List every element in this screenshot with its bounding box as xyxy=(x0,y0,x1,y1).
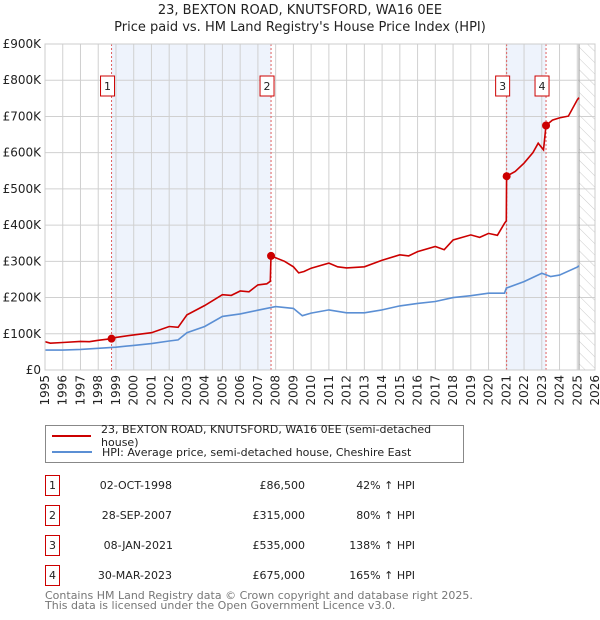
x-tick-label: 2007 xyxy=(251,375,265,406)
x-tick-label: 2014 xyxy=(375,375,389,406)
sale-hpi-change: 80% ↑ HPI xyxy=(356,509,415,522)
x-tick-label: 2018 xyxy=(446,375,460,406)
x-tick-label: 1998 xyxy=(91,375,105,406)
legend-item-property: 23, BEXTON ROAD, KNUTSFORD, WA16 0EE (se… xyxy=(52,423,463,449)
sale-number-label: 3 xyxy=(499,80,506,93)
x-tick-label: 2001 xyxy=(144,375,158,406)
sale-point xyxy=(502,172,511,181)
chart-title: 23, BEXTON ROAD, KNUTSFORD, WA16 0EE xyxy=(157,3,443,18)
chart-legend: 23, BEXTON ROAD, KNUTSFORD, WA16 0EE (se… xyxy=(45,423,464,463)
x-tick-label: 2023 xyxy=(535,375,549,406)
x-tick-label: 1996 xyxy=(56,375,70,406)
x-tick-label: 1995 xyxy=(38,375,52,406)
sale-point xyxy=(542,121,551,130)
x-tick-label: 2017 xyxy=(428,375,442,406)
plot-border xyxy=(44,43,596,371)
sale-number-badge: 4 xyxy=(45,565,60,586)
sale-number-badge: 3 xyxy=(45,535,60,556)
sale-date: 02-OCT-1998 xyxy=(99,479,172,492)
chart-subtitle: Price paid vs. HM Land Registry's House … xyxy=(114,20,486,35)
x-tick-label: 2010 xyxy=(304,375,318,406)
y-tick-label: £700K xyxy=(3,109,43,123)
sale-number-box xyxy=(534,75,550,97)
x-tick-label: 2022 xyxy=(517,375,531,406)
x-tick-label: 2006 xyxy=(233,375,247,406)
y-tick-label: £200K xyxy=(3,291,43,305)
x-tick-label: 2005 xyxy=(215,375,229,406)
sale-number-label: 2 xyxy=(264,80,271,93)
y-tick-label: £0 xyxy=(26,363,41,377)
x-tick-label: 2024 xyxy=(553,375,567,406)
x-tick-label: 2008 xyxy=(269,375,283,406)
licence-notice: This data is licensed under the Open Gov… xyxy=(45,599,396,612)
x-tick-label: 2000 xyxy=(127,375,141,406)
property-line-swatch xyxy=(52,435,92,437)
sale-date: 08-JAN-2021 xyxy=(103,539,173,552)
x-tick-label: 2004 xyxy=(198,375,212,406)
x-tick-label: 2011 xyxy=(322,375,336,406)
sale-hpi-change: 42% ↑ HPI xyxy=(356,479,415,492)
x-tick-label: 2003 xyxy=(180,375,194,406)
sale-number-box xyxy=(259,75,275,97)
hpi-line-swatch xyxy=(52,451,92,453)
x-tick-label: 2026 xyxy=(588,375,600,406)
sale-number-box xyxy=(495,75,511,97)
sale-hpi-change: 165% ↑ HPI xyxy=(349,569,415,582)
x-tick-label: 2016 xyxy=(411,375,425,406)
sale-price: £315,000 xyxy=(252,509,306,522)
sale-number-label: 4 xyxy=(539,80,546,93)
sale-number-badge: 2 xyxy=(45,505,60,526)
property-series-line xyxy=(44,97,580,345)
sale-number-label: 1 xyxy=(104,80,111,93)
x-tick-label: 2021 xyxy=(499,375,513,406)
y-tick-label: £300K xyxy=(3,254,43,268)
x-tick-label: 2002 xyxy=(162,375,176,406)
x-tick-label: 2012 xyxy=(340,375,354,406)
x-tick-label: 1997 xyxy=(73,375,87,406)
copyright-notice: Contains HM Land Registry data © Crown c… xyxy=(45,589,473,602)
y-tick-label: £100K xyxy=(3,327,43,341)
sale-date: 30-MAR-2023 xyxy=(97,569,172,582)
sale-price: £535,000 xyxy=(252,539,306,552)
price-line-chart: £0 £100K £200K £300K £400K £500K £600K £700K £80… xyxy=(3,37,600,406)
y-tick-label: £400K xyxy=(3,218,43,232)
sale-point xyxy=(107,334,116,343)
legend-item-hpi: HPI: Average price, semi-detached house,… xyxy=(52,444,411,460)
x-tick-label: 2019 xyxy=(464,375,478,406)
y-tick-label: £600K xyxy=(3,146,43,160)
hpi-series-line xyxy=(45,265,580,351)
sale-number-box xyxy=(100,75,116,97)
x-tick-label: 2013 xyxy=(357,375,371,406)
sale-period-shading xyxy=(506,44,547,370)
x-tick-label: 2009 xyxy=(286,375,300,406)
x-tick-label: 2025 xyxy=(570,375,584,406)
sale-hpi-change: 138% ↑ HPI xyxy=(349,539,415,552)
x-tick-label: 2020 xyxy=(482,375,496,406)
y-tick-label: £900K xyxy=(3,37,43,51)
y-tick-label: £800K xyxy=(3,73,43,87)
y-tick-label: £500K xyxy=(3,182,43,196)
x-tick-label: 2015 xyxy=(393,375,407,406)
sale-period-shading xyxy=(111,44,272,370)
forecast-hatch xyxy=(579,44,595,370)
sale-price: £675,000 xyxy=(252,569,306,582)
sale-number-badge: 1 xyxy=(45,475,60,496)
sale-price: £86,500 xyxy=(259,479,306,492)
legend-label-hpi: HPI: Average price, semi-detached house,… xyxy=(102,445,412,459)
x-tick-label: 1999 xyxy=(109,375,123,406)
sale-date: 28-SEP-2007 xyxy=(101,509,172,522)
legend-label-property: 23, BEXTON ROAD, KNUTSFORD, WA16 0EE (se… xyxy=(101,423,432,449)
sale-point xyxy=(267,251,276,260)
